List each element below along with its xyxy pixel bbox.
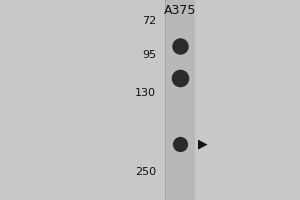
Text: A375: A375 — [164, 4, 196, 17]
Point — [178, 143, 182, 146]
Text: ▶: ▶ — [198, 138, 208, 151]
Point — [178, 76, 182, 79]
Text: 72: 72 — [142, 16, 156, 26]
Text: 130: 130 — [135, 88, 156, 98]
Text: 95: 95 — [142, 50, 156, 60]
Text: 250: 250 — [135, 167, 156, 177]
Point — [178, 44, 182, 48]
Bar — [165, 0, 195, 200]
